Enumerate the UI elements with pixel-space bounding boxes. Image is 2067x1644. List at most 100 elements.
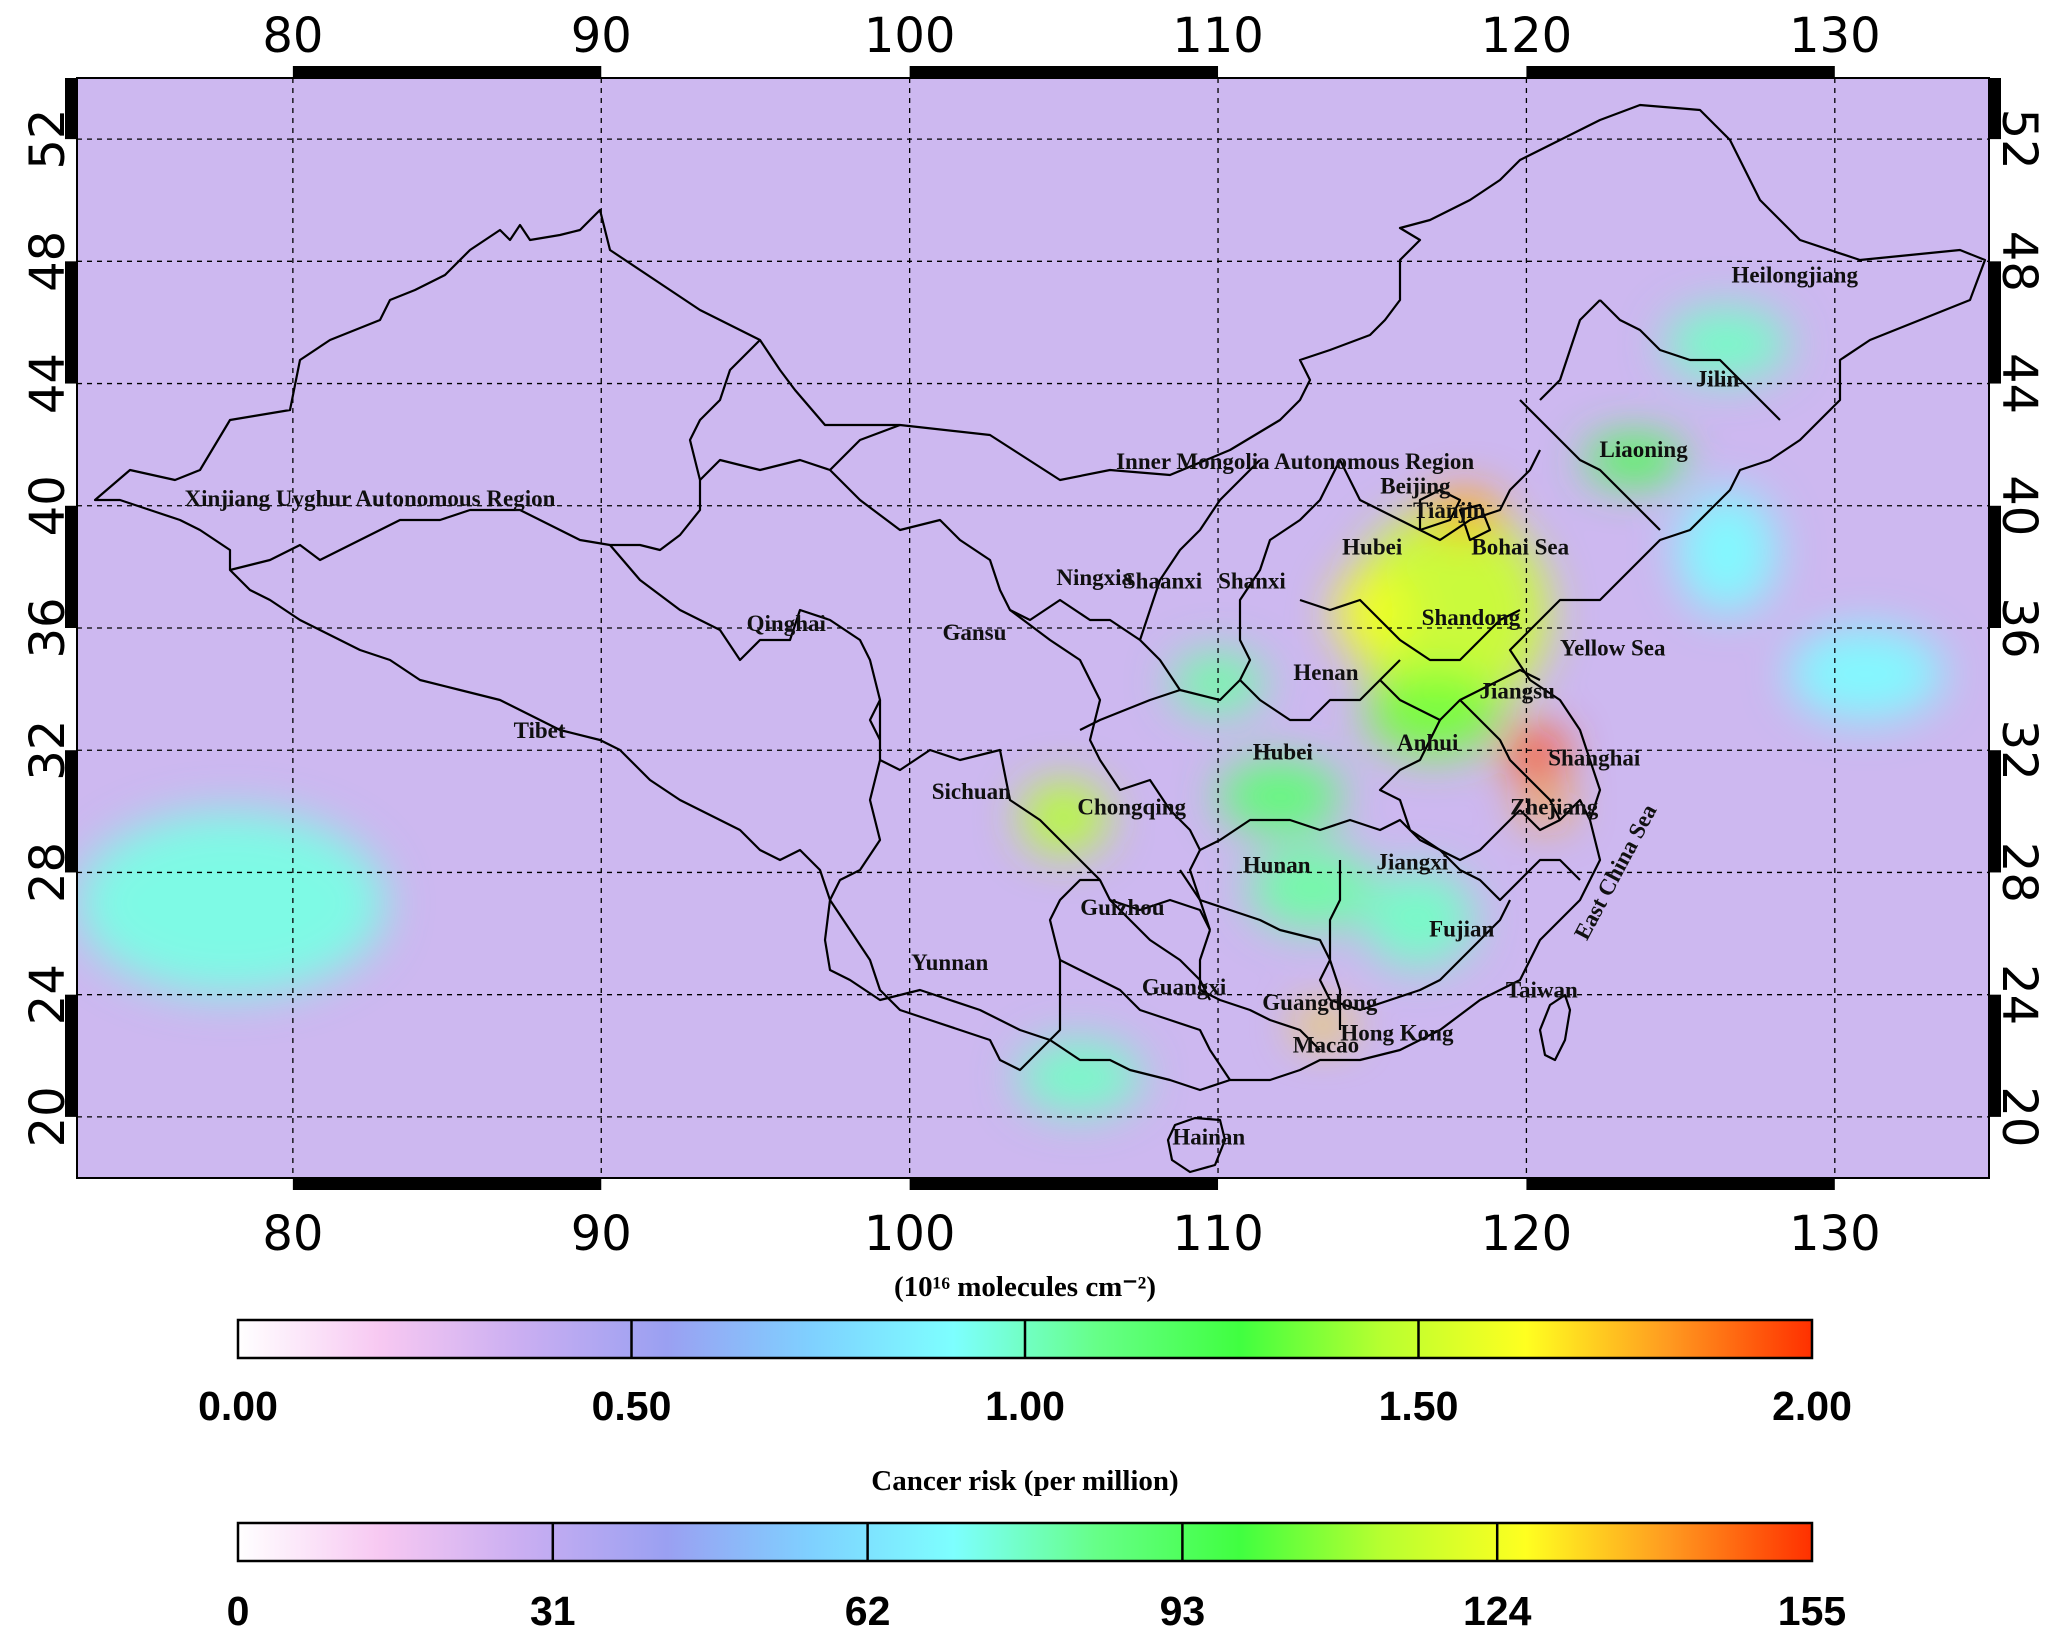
map-gridlines xyxy=(77,78,1989,1178)
colorbar-tick-label: 2.00 xyxy=(1772,1383,1852,1429)
lon-tick-label-bottom: 90 xyxy=(571,1206,632,1262)
lat-tick-label-left: 28 xyxy=(20,842,76,903)
lat-tick-label-left: 48 xyxy=(20,231,76,292)
axis-bar xyxy=(1989,994,2001,1117)
lat-tick-label-left: 40 xyxy=(20,475,76,536)
lat-tick-label-right: 52 xyxy=(1991,109,2047,170)
place-label: Macao xyxy=(1293,1033,1359,1058)
hainan xyxy=(1166,1116,1227,1174)
hotspot xyxy=(1366,670,1502,757)
colorbar-tick-label: 0.50 xyxy=(592,1383,672,1429)
yunnan xyxy=(829,878,1100,1072)
lat-tick-label-left: 36 xyxy=(20,597,76,658)
colorbar-tick-label: 62 xyxy=(845,1588,891,1634)
colorbar-1: (10¹⁶ molecules cm⁻²) 0.00 0.50 1.00 1.50 2.0… xyxy=(198,1271,1852,1429)
lat-tick-label-right: 40 xyxy=(1991,475,2047,536)
hotspot xyxy=(1248,844,1373,931)
axis-bar xyxy=(909,1178,1219,1190)
place-label: Henan xyxy=(1293,660,1358,685)
axis-bar xyxy=(292,1178,602,1190)
lat-tick-label-right: 36 xyxy=(1991,597,2047,658)
taiwan xyxy=(1538,993,1572,1062)
colorbars: (10¹⁶ molecules cm⁻²) 0.00 0.50 1.00 1.50 2.0… xyxy=(198,1271,1852,1634)
concentration-hotspots xyxy=(77,307,1943,1114)
lat-tick-label-left: 24 xyxy=(20,964,76,1025)
lon-tick-label-bottom: 100 xyxy=(864,1206,956,1262)
axis-bar xyxy=(292,66,602,78)
place-label: Ningxia xyxy=(1056,565,1133,590)
axis-bar xyxy=(1526,66,1835,78)
place-label: Hubei xyxy=(1342,535,1403,560)
place-label: Sichuan xyxy=(932,779,1011,804)
tibet-sichuan-border xyxy=(829,700,1211,1001)
place-label: Taiwan xyxy=(1506,978,1578,1003)
place-label: Liaoning xyxy=(1599,437,1688,462)
northeast xyxy=(1519,299,1781,531)
colorbar-title: Cancer risk (per million) xyxy=(871,1465,1178,1497)
lon-tick-label-top: 110 xyxy=(1172,8,1264,64)
colorbar-tick-label: 31 xyxy=(530,1588,576,1634)
lat-tick-label-left: 44 xyxy=(20,353,76,414)
province-boundaries xyxy=(93,103,1987,1174)
map-area xyxy=(77,78,1989,1178)
place-label: Guangdong xyxy=(1262,990,1378,1015)
colorbar-title: (10¹⁶ molecules cm⁻²) xyxy=(894,1271,1156,1303)
colorbar-tick-label: 155 xyxy=(1778,1588,1846,1634)
guizhou-guangxi xyxy=(1059,898,1321,1081)
jiangsu-anhui xyxy=(1378,699,1591,862)
lat-tick-label-left: 20 xyxy=(20,1086,76,1147)
sichuan-chongqing xyxy=(1009,609,1212,931)
place-label: Shaanxi xyxy=(1123,568,1203,593)
hotspot xyxy=(1427,490,1502,534)
lat-tick-label-right: 44 xyxy=(1991,353,2047,414)
place-label: Guangxi xyxy=(1142,975,1227,1000)
axis-bar xyxy=(65,78,77,140)
place-label: Jiangsu xyxy=(1479,678,1555,703)
colorbar-tick-label: 93 xyxy=(1160,1588,1206,1634)
lat-tick-label-right: 20 xyxy=(1991,1086,2047,1147)
lon-tick-label-top: 80 xyxy=(262,8,323,64)
colorbar-tick-label: 124 xyxy=(1463,1588,1532,1634)
lon-tick-label-top: 100 xyxy=(864,8,956,64)
place-label: Qinghai xyxy=(747,611,827,636)
colorbar-tick-label: 0 xyxy=(227,1588,250,1634)
axis-bar xyxy=(1989,505,2001,628)
gansu-border xyxy=(699,423,1182,731)
hotspot xyxy=(1788,628,1943,720)
place-label: Guizhou xyxy=(1080,895,1165,920)
place-label: Beijing xyxy=(1380,474,1451,499)
place-label: Yellow Sea xyxy=(1560,636,1666,661)
axis-bar xyxy=(65,505,77,628)
axis-bar xyxy=(909,66,1219,78)
place-label: Tibet xyxy=(514,718,566,743)
lon-tick-label-bottom: 120 xyxy=(1481,1206,1573,1262)
place-label: Bohai Sea xyxy=(1471,535,1569,560)
colorbar-tick-label: 1.00 xyxy=(985,1383,1065,1429)
hotspot xyxy=(1677,490,1777,613)
lon-tick-label-bottom: 130 xyxy=(1789,1206,1881,1262)
colorbar-tick-label: 0.00 xyxy=(198,1383,278,1429)
place-label: Zhejiang xyxy=(1510,794,1599,819)
lat-tick-label-right: 32 xyxy=(1991,720,2047,781)
hotspot xyxy=(1504,728,1567,778)
lon-tick-label-bottom: 110 xyxy=(1172,1206,1264,1262)
lat-tick-label-right: 24 xyxy=(1991,964,2047,1025)
axis-bar xyxy=(65,750,77,873)
place-label: Jilin xyxy=(1696,367,1740,392)
lat-tick-label-left: 52 xyxy=(20,109,76,170)
place-label: Inner Mongolia Autonomous Region xyxy=(1116,449,1474,474)
axis-bar xyxy=(1989,750,2001,873)
place-label: Xinjiang Uyghur Autonomous Region xyxy=(185,486,556,511)
place-label: Fujian xyxy=(1429,917,1494,942)
axis-bar xyxy=(1989,78,2001,140)
place-label: Tianjin xyxy=(1413,498,1486,523)
place-label: Hunan xyxy=(1243,852,1311,877)
hotspot xyxy=(1295,1009,1351,1041)
lat-tick-label-left: 32 xyxy=(20,720,76,781)
place-label: Hainan xyxy=(1172,1124,1245,1149)
hotspot xyxy=(77,811,386,995)
hotspot xyxy=(1218,759,1342,833)
lon-tick-label-top: 120 xyxy=(1481,8,1573,64)
hubei-hunan-jiangxi xyxy=(1179,818,1581,1030)
place-label: Chongqing xyxy=(1077,794,1186,819)
